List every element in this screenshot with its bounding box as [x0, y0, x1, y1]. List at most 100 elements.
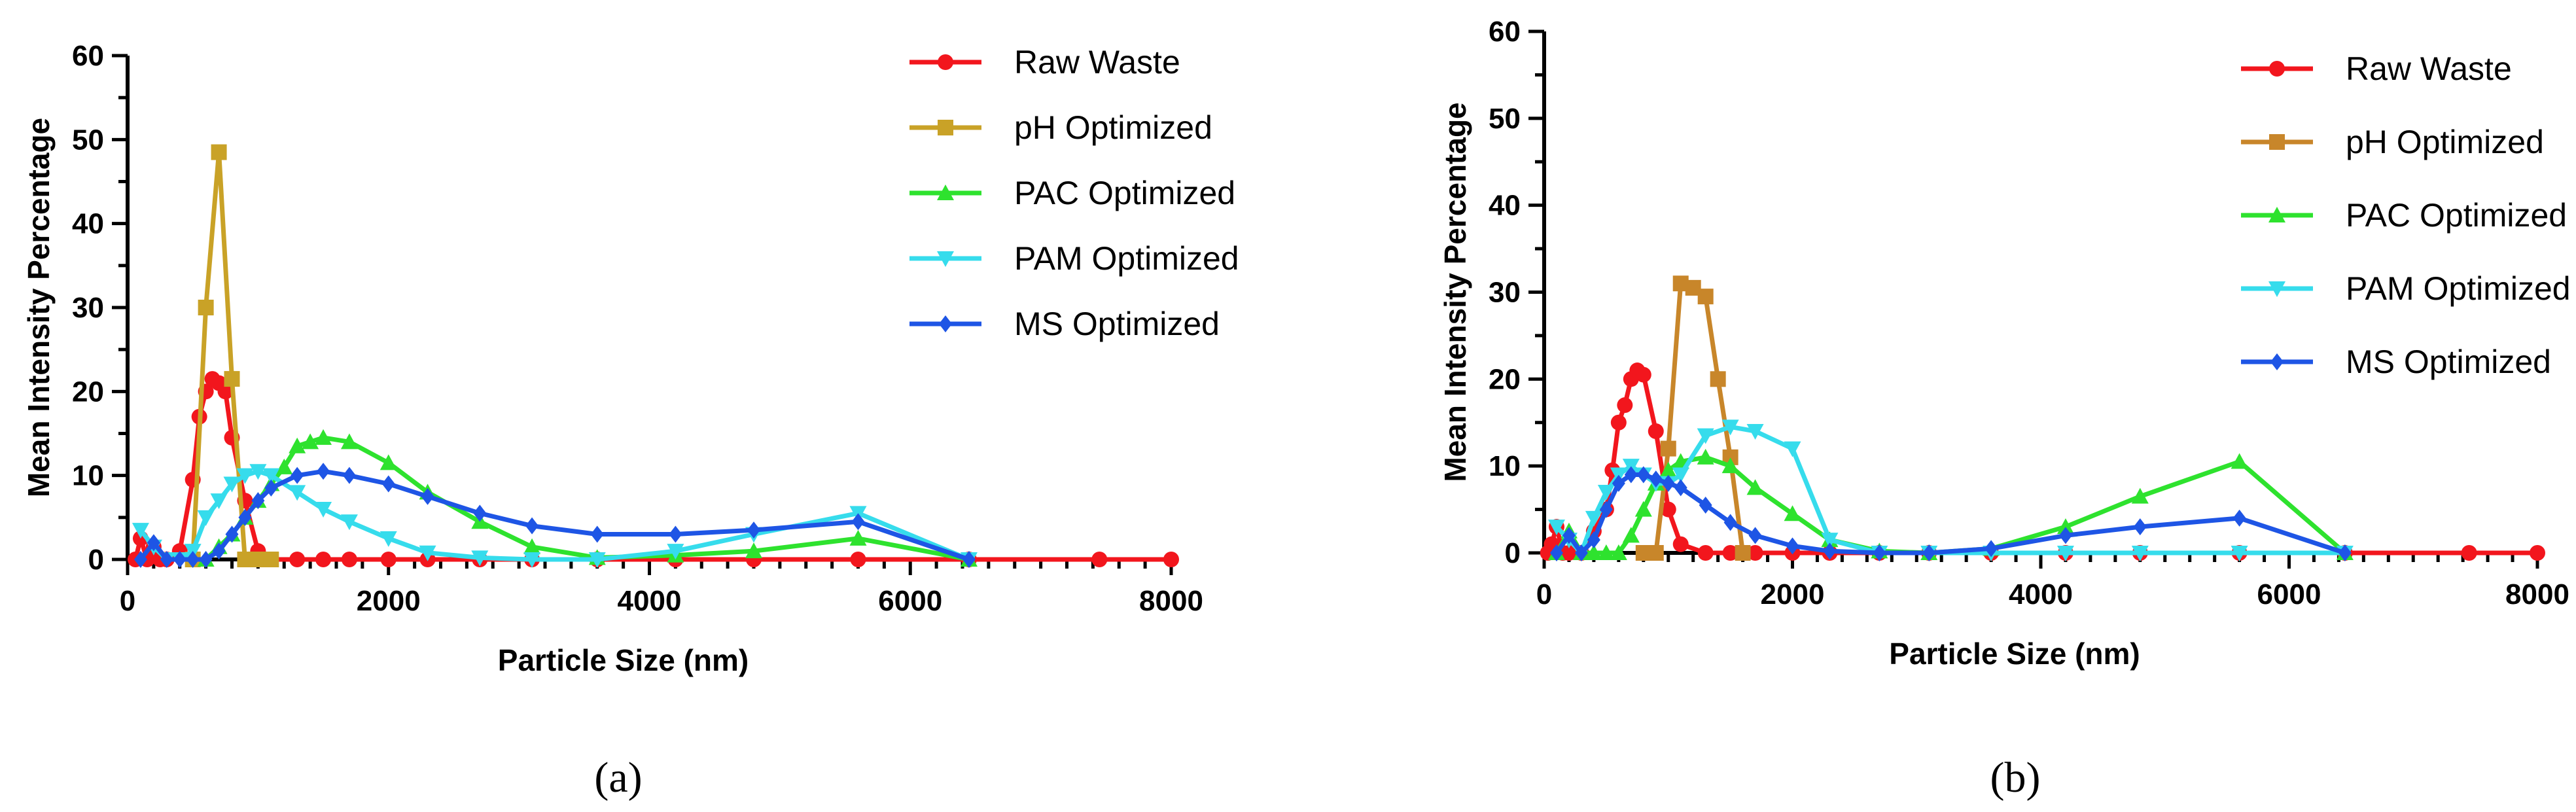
data-point [1710, 371, 1726, 387]
data-point [1574, 544, 1588, 561]
legend-label: Raw Waste [2346, 50, 2512, 87]
data-point [1672, 536, 1689, 552]
data-point [340, 433, 358, 450]
data-point [1786, 537, 1799, 555]
y-tick-label: 60 [72, 40, 104, 72]
data-point [588, 552, 606, 568]
data-point [251, 492, 265, 510]
legend-marker [2269, 134, 2285, 150]
data-point [1723, 514, 1737, 531]
data-point [1636, 466, 1650, 484]
legend-item: PAC Optimized [909, 175, 1235, 211]
series-line [1545, 368, 2540, 556]
data-point [2133, 518, 2147, 536]
data-point [217, 383, 234, 400]
data-point [1699, 496, 1712, 514]
data-point [340, 514, 358, 531]
data-point [264, 479, 278, 497]
legend-label: Raw Waste [1014, 44, 1180, 80]
y-tick-label: 0 [88, 544, 104, 576]
data-point [238, 508, 252, 526]
data-point [2058, 527, 2072, 544]
data-point [1985, 540, 1998, 557]
data-point [1721, 419, 1739, 436]
data-point [1748, 527, 1762, 544]
x-tick-label: 2000 [1761, 578, 1825, 610]
data-point [212, 542, 226, 560]
y-tick-label: 50 [72, 124, 104, 156]
data-point [1585, 544, 1602, 560]
data-point [197, 510, 215, 526]
data-point [1784, 441, 1801, 457]
x-tick-label: 0 [1536, 578, 1552, 610]
y-tick-label: 0 [1505, 537, 1521, 569]
data-point [1612, 474, 1625, 492]
y-tick-label: 10 [1489, 450, 1521, 482]
data-point [210, 493, 228, 510]
series-ms-optimized [133, 463, 976, 568]
data-point [160, 551, 173, 568]
data-point [1823, 542, 1837, 560]
data-point [745, 542, 762, 559]
data-point [1622, 527, 1640, 543]
data-point [1585, 510, 1602, 527]
data-point [850, 552, 866, 567]
data-point [2231, 453, 2248, 469]
legend-label: PAM Optimized [1014, 240, 1239, 277]
legend-label: MS Optimized [1014, 306, 1220, 342]
data-point [1610, 414, 1627, 431]
data-point [1599, 501, 1613, 518]
x-tick-label: 8000 [1139, 585, 1203, 617]
legend-marker [939, 315, 952, 332]
data-point [275, 458, 293, 474]
data-point [1746, 479, 1764, 495]
legend: Raw Waste pH Optimized PAC Optimized PAM Op… [909, 44, 1239, 342]
data-point [315, 552, 332, 567]
data-point [1597, 485, 1615, 501]
data-point [1648, 423, 1664, 440]
data-point [1661, 474, 1675, 492]
data-point [2131, 487, 2149, 504]
data-point [523, 552, 541, 568]
data-point [262, 468, 280, 484]
chart-panel-b: 0 2000 4000 6000 8000 0 10 20 30 40 50 60 Particle S… [1438, 16, 2571, 802]
data-point [421, 487, 434, 505]
data-point [1735, 545, 1751, 561]
x-tick-label: 8000 [2505, 578, 2569, 610]
data-point [381, 475, 395, 493]
data-point [379, 531, 397, 547]
data-point [523, 538, 541, 554]
data-point [669, 525, 682, 543]
legend-marker [2268, 281, 2285, 297]
y-tick-label: 60 [1489, 16, 1521, 48]
legend-label: PAC Optimized [2346, 197, 2567, 234]
data-point [525, 517, 539, 535]
data-point [1660, 440, 1676, 457]
data-point [2056, 518, 2074, 535]
legend-item: MS Optimized [2241, 344, 2551, 380]
data-point [224, 371, 240, 387]
data-point [1610, 544, 1627, 560]
series-pac-optimized [1547, 448, 2354, 560]
series-ph-optimized [185, 144, 279, 567]
data-point [851, 513, 865, 531]
panel-label: (b) [1990, 754, 2041, 802]
data-point [471, 550, 489, 567]
data-point [1659, 461, 1677, 478]
panel-label: (a) [594, 754, 642, 802]
legend-marker [937, 185, 954, 200]
x-tick-label: 4000 [2009, 578, 2073, 610]
data-point [1597, 544, 1615, 560]
legend-item: PAC Optimized [2241, 197, 2567, 234]
legend-marker [937, 251, 954, 267]
data-point [419, 545, 436, 561]
data-point [1635, 366, 1651, 383]
data-point [2232, 509, 2246, 527]
legend-item: Raw Waste [2241, 50, 2512, 87]
series-line [138, 468, 972, 562]
data-point [1697, 545, 1714, 561]
series-line [1641, 281, 1746, 556]
x-tick-label: 2000 [357, 585, 421, 617]
data-point [173, 551, 186, 568]
data-point [1672, 467, 1689, 484]
